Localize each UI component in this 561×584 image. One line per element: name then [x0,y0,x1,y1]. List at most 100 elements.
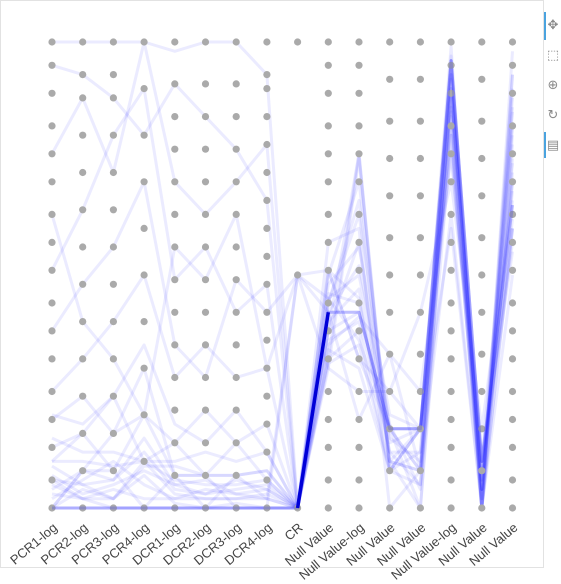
axis-dot-11-12 [386,38,394,46]
axis-dot-1-5 [79,318,87,326]
axis-dot-0-10 [48,210,56,218]
axis-dot-10-3 [355,415,363,424]
axis-dot-1-4 [79,355,87,363]
axis-dot-6-6 [232,308,240,316]
axis-dot-4-1 [171,471,179,479]
axis-dot-0-4 [48,387,56,396]
parallel-coordinates-chart[interactable]: PCR1-logPCR2-logPCR3-logPCR4-logDCR1-log… [0,0,544,584]
axis-dot-6-2 [232,439,240,447]
axis-dot-14-10 [478,117,486,125]
axis-dot-14-11 [478,75,486,83]
axis-dot-7-3 [263,420,271,428]
record-line-8 [52,40,514,510]
axis-dot-11-11 [386,75,394,83]
axis-dot-9-10 [324,210,332,218]
axis-dot-5-7 [201,276,210,284]
axis-dot-3-6 [140,224,148,232]
axis-dot-13-13 [447,122,455,130]
axis-dot-0-6 [48,327,56,335]
record-line-19 [52,77,514,510]
axis-dot-10-6 [355,327,363,335]
record-line-22 [51,45,514,510]
axis-dot-14-6 [478,271,486,279]
axis-dot-6-0 [232,504,240,512]
axis-dot-15-15 [508,61,517,69]
record-line-10 [50,87,514,510]
axis-dot-5-4 [201,373,210,382]
axis-dot-1-10 [79,131,87,139]
axis-dot-10-14 [355,89,363,97]
axis-dot-10-8 [355,266,363,274]
axis-dot-11-6 [386,271,394,279]
axis-dot-7-17 [263,38,271,46]
hover-tool-icon[interactable]: ▤ [546,137,560,152]
axis-dot-12-10 [416,117,424,125]
axis-dot-0-9 [48,238,56,246]
axis-dot-2-6 [109,280,117,288]
axis-dot-15-5 [508,355,517,363]
axis-dot-4-13 [171,80,179,88]
record-line-3 [50,73,514,510]
axis-dot-14-0 [478,504,486,512]
axis-dot-14-1 [478,467,486,475]
axis-dot-3-9 [140,85,148,93]
axis-dot-11-9 [386,154,394,163]
axis-dot-10-5 [355,355,363,363]
record-line-16 [51,63,514,510]
axis-dot-15-12 [508,150,517,158]
axis-dot-4-6 [171,308,179,316]
highlight-line-group [52,59,514,510]
axis-dot-9-2 [324,443,332,451]
axis-dot-10-13 [355,122,363,130]
axis-dot-9-13 [324,122,332,130]
axis-dot-10-12 [355,150,363,158]
axis-dot-0-8 [48,266,56,274]
axis-dot-8-2 [294,38,302,46]
axis-dot-15-14 [508,89,517,97]
axis-dot-7-4 [263,392,271,400]
axis-dot-3-7 [140,178,148,186]
axis-dot-2-9 [109,168,117,177]
axis-dot-6-11 [232,145,240,153]
record-line-7 [52,51,514,510]
axis-dot-4-10 [171,178,179,186]
pan-tool-icon[interactable]: ✥ [547,17,559,32]
axis-dot-4-8 [171,243,179,251]
axis-dot-2-11 [109,94,117,102]
axis-dot-4-2 [171,439,179,447]
box-zoom-tool-icon[interactable]: ⬚ [546,47,560,62]
chart-toolbar: ✥ ⬚ ⊕ ↻ ▤ [544,10,561,160]
reset-tool-icon[interactable]: ↻ [547,107,559,122]
axis-dot-12-5 [416,308,424,316]
wheel-zoom-tool-icon[interactable]: ⊕ [547,77,559,92]
axis-dot-6-7 [232,276,240,284]
axis-dot-5-1 [201,471,210,479]
axis-dot-7-5 [263,364,271,372]
axis-dot-15-13 [508,122,517,130]
highlight-line [52,59,514,510]
record-line-6 [51,59,514,510]
axis-dot-0-3 [48,415,56,424]
axis-dot-4-9 [171,210,179,218]
axis-dot-10-7 [355,299,363,307]
record-line-5 [51,125,514,510]
axis-dot-6-13 [232,80,240,88]
axis-dot-9-16 [324,38,332,46]
axis-dot-6-9 [232,210,240,218]
record-line-20 [51,54,514,510]
axis-dot-13-9 [447,238,455,246]
axis-dot-10-0 [355,504,363,512]
record-line-23 [51,97,514,510]
axis-dot-9-5 [324,355,332,363]
axis-dot-12-1 [416,467,424,475]
axis-dot-13-5 [447,355,455,363]
axis-dot-2-0 [109,504,117,512]
axis-dot-9-8 [324,266,332,274]
record-line-2 [51,110,514,510]
axis-dot-10-4 [355,387,363,396]
axis-dot-13-6 [447,327,455,335]
axis-dot-10-2 [355,443,363,451]
axis-dot-5-2 [201,439,210,447]
axis-dot-0-1 [48,476,56,484]
axis-dot-15-0 [508,504,517,512]
